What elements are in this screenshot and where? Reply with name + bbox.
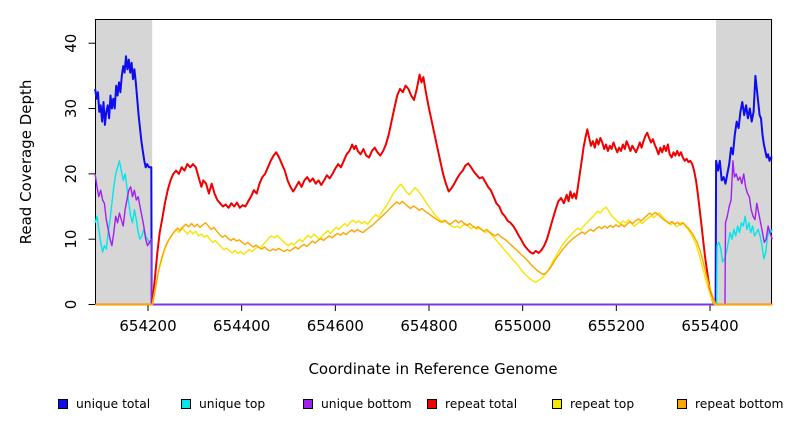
series-unique-bottom-line [94,160,773,306]
y-tick-label: 10 [62,230,80,249]
legend-item-repeat-total: repeat total [427,396,517,412]
legend-swatch-icon [181,399,191,409]
legend-item-unique-total: unique total [58,396,150,412]
legend-label: unique total [76,397,151,411]
y-tick-label: 0 [62,300,80,310]
legend-label: repeat bottom [695,397,784,411]
y-tick-label: 20 [62,164,80,183]
series-repeat-total-line [95,73,773,306]
legend-label: repeat top [570,397,635,411]
series-repeat-bottom-line [95,200,773,306]
legend-item-repeat-top: repeat top [552,396,634,412]
x-tick-label: 655200 [588,317,645,335]
legend-item-unique-top: unique top [181,396,265,412]
legend-item-unique-bottom: unique bottom [303,396,412,412]
legend-swatch-icon [552,399,562,409]
legend-swatch-icon [677,399,687,409]
y-axis-title: Read Coverage Depth [17,80,35,245]
legend-swatch-icon [58,399,68,409]
legend-swatch-icon [303,399,313,409]
x-tick-label: 654600 [307,317,364,335]
y-tick-label: 40 [62,34,80,53]
x-axis-title: Coordinate in Reference Genome [308,360,557,378]
x-tick-label: 654800 [400,317,457,335]
x-tick-label: 655000 [494,317,551,335]
y-tick-label: 30 [62,99,80,118]
x-tick-label: 654200 [119,317,176,335]
legend-item-repeat-bottom: repeat bottom [677,396,783,412]
x-tick-label: 655400 [681,317,738,335]
legend-label: unique bottom [321,397,412,411]
chart-legend: unique total unique top unique bottom repea… [0,396,792,416]
x-tick-label: 654400 [213,317,270,335]
legend-label: repeat total [445,397,518,411]
series-unique-total-line [94,55,773,306]
shaded-flank-region [716,19,773,305]
legend-label: unique top [199,397,266,411]
plot-border [95,19,772,305]
legend-swatch-icon [427,399,437,409]
series-repeat-top-line [95,183,773,306]
